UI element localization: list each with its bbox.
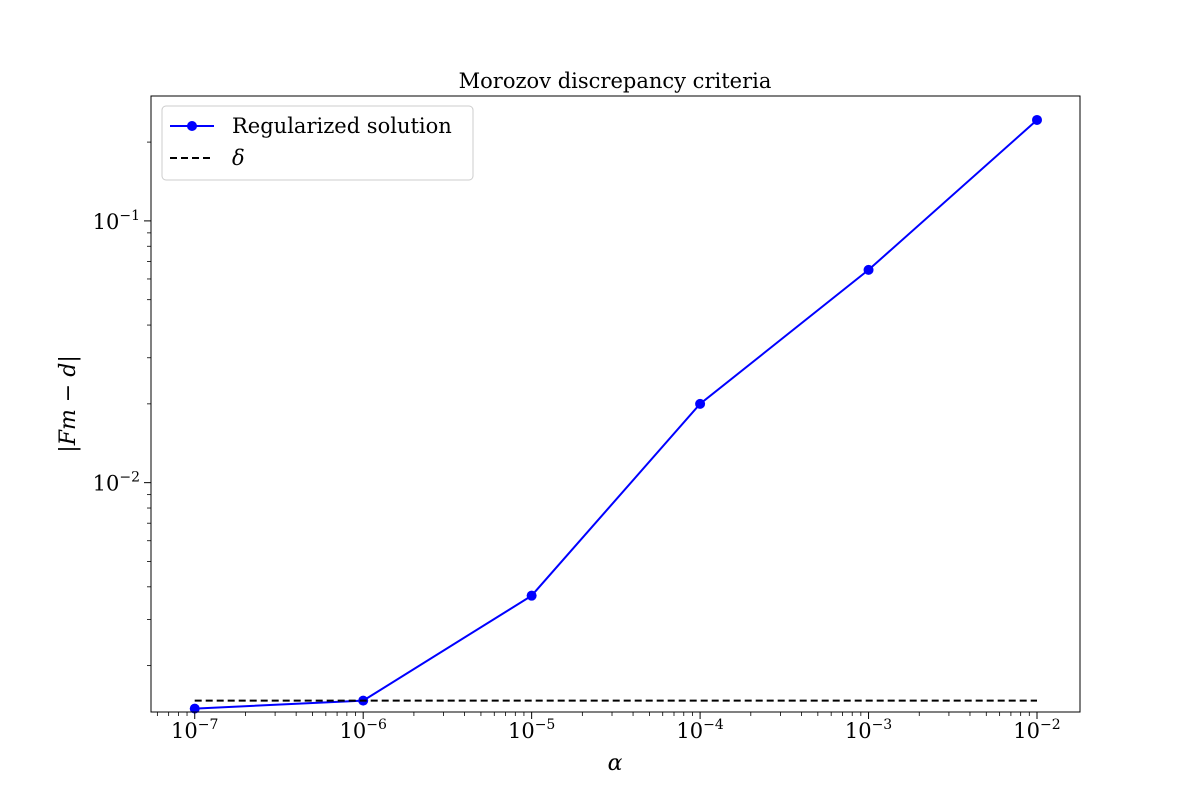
x-tick-label: 10−7 bbox=[171, 717, 218, 743]
series-line-regularized bbox=[194, 119, 1038, 710]
x-axis: 10−7 10−6 10−5 10−4 10−3 10−2 bbox=[156, 712, 1061, 743]
chart-title: Morozov discrepancy criteria bbox=[459, 69, 772, 93]
legend: Regularized solution δ bbox=[161, 105, 474, 181]
legend-label-regularized: Regularized solution bbox=[232, 114, 452, 138]
y-tick-label: 10−1 bbox=[93, 208, 140, 234]
data-point bbox=[695, 398, 706, 409]
x-tick-label: 10−6 bbox=[340, 717, 387, 743]
x-tick-label: 10−4 bbox=[676, 717, 723, 743]
plot-area bbox=[189, 114, 1042, 714]
legend-marker-regularized bbox=[187, 121, 197, 131]
data-point bbox=[189, 703, 200, 714]
x-tick-label: 10−3 bbox=[845, 717, 892, 743]
y-tick-label: 10−2 bbox=[93, 470, 140, 496]
data-point bbox=[1031, 114, 1042, 125]
data-point bbox=[526, 590, 537, 601]
y-axis-label: |Fm − d| bbox=[56, 355, 81, 452]
x-axis-label: α bbox=[608, 751, 623, 776]
legend-box bbox=[161, 105, 474, 181]
plot-frame bbox=[150, 95, 1081, 713]
data-point bbox=[863, 264, 874, 275]
x-tick-label: 10−5 bbox=[508, 717, 555, 743]
x-tick-label: 10−2 bbox=[1013, 717, 1060, 743]
y-axis: 10−2 10−1 bbox=[93, 141, 151, 667]
legend-label-delta: δ bbox=[232, 146, 245, 170]
